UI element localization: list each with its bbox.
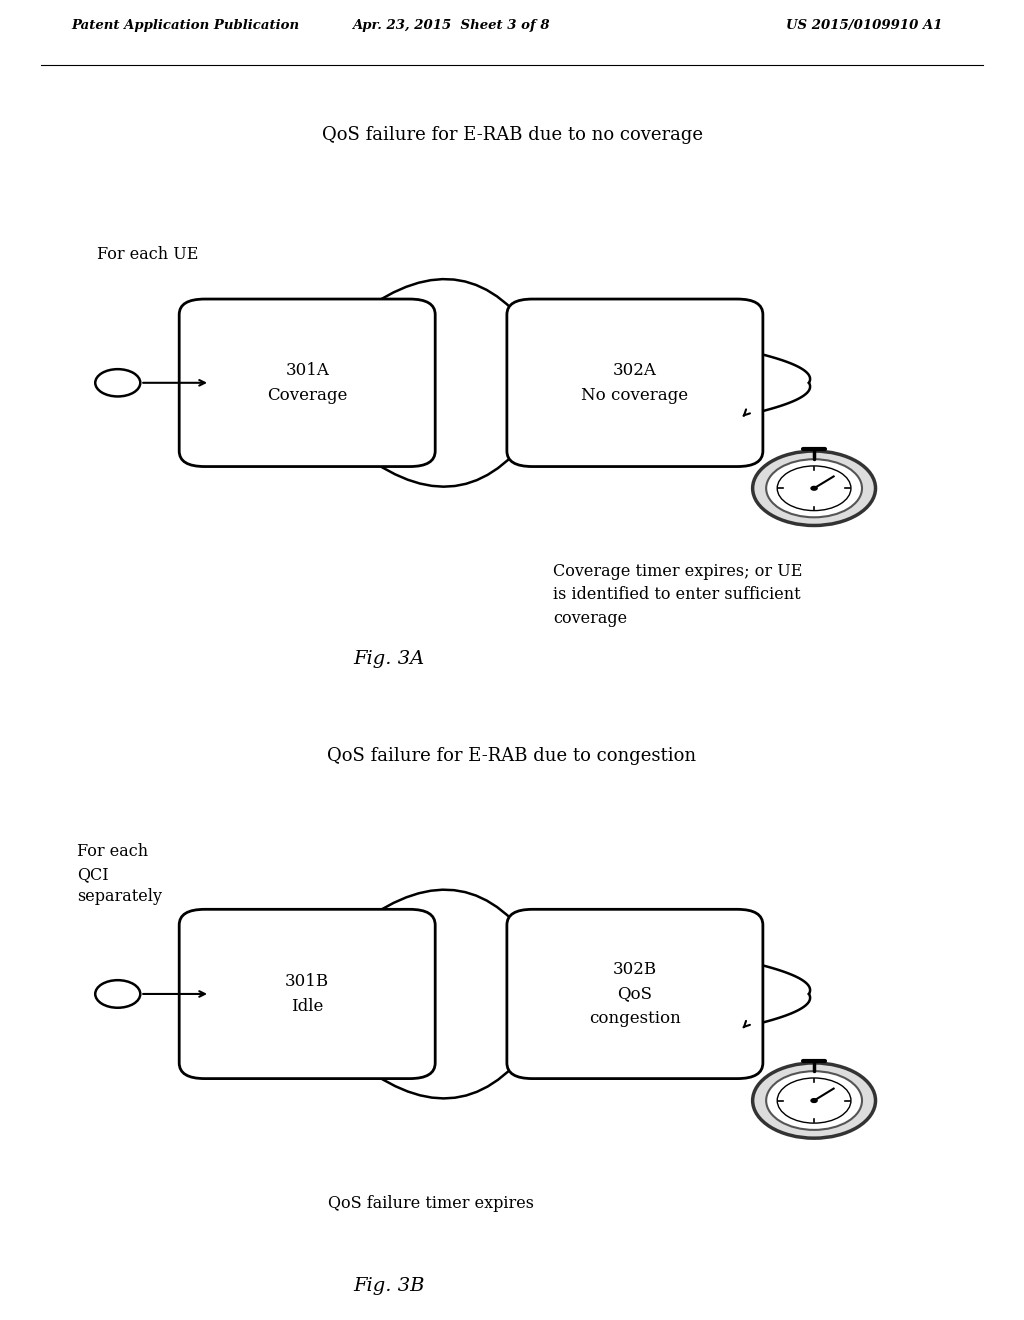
Text: For each UE: For each UE xyxy=(97,247,199,263)
Circle shape xyxy=(753,451,876,525)
Circle shape xyxy=(753,1063,876,1138)
Text: Coverage timer expires; or UE
is identified to enter sufficient
coverage: Coverage timer expires; or UE is identif… xyxy=(553,562,803,627)
FancyBboxPatch shape xyxy=(507,909,763,1078)
FancyBboxPatch shape xyxy=(507,300,763,466)
Text: For each
QCI
separately: For each QCI separately xyxy=(77,843,162,906)
Circle shape xyxy=(95,981,140,1007)
Circle shape xyxy=(777,1078,851,1123)
Text: Patent Application Publication: Patent Application Publication xyxy=(72,18,300,32)
Circle shape xyxy=(777,466,851,511)
Text: 302A
No coverage: 302A No coverage xyxy=(582,362,688,404)
Circle shape xyxy=(811,1098,817,1102)
Text: 301A
Coverage: 301A Coverage xyxy=(267,362,347,404)
Text: Fig. 3B: Fig. 3B xyxy=(353,1276,425,1295)
Text: 302B
QoS
congestion: 302B QoS congestion xyxy=(589,961,681,1027)
Text: Apr. 23, 2015  Sheet 3 of 8: Apr. 23, 2015 Sheet 3 of 8 xyxy=(352,18,549,32)
FancyBboxPatch shape xyxy=(179,909,435,1078)
Text: US 2015/0109910 A1: US 2015/0109910 A1 xyxy=(785,18,942,32)
Circle shape xyxy=(766,459,862,517)
Text: QoS failure for E-RAB due to congestion: QoS failure for E-RAB due to congestion xyxy=(328,747,696,764)
Text: 301B
Idle: 301B Idle xyxy=(285,973,330,1015)
Circle shape xyxy=(766,1072,862,1130)
Text: QoS failure for E-RAB due to no coverage: QoS failure for E-RAB due to no coverage xyxy=(322,125,702,144)
Text: QoS failure timer expires: QoS failure timer expires xyxy=(328,1195,534,1212)
Circle shape xyxy=(811,486,817,490)
Circle shape xyxy=(95,370,140,396)
FancyBboxPatch shape xyxy=(179,300,435,466)
Text: Fig. 3A: Fig. 3A xyxy=(353,651,425,668)
